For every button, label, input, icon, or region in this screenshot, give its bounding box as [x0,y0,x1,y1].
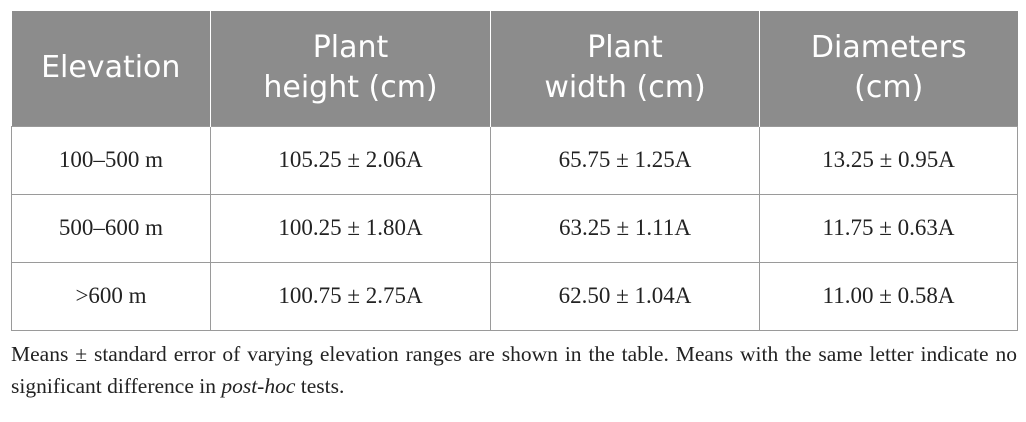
cell-elevation: >600 m [11,261,211,331]
footnote-italic-text: post-hoc [221,374,296,398]
data-table: Elevation Plant height (cm) Plant width … [11,11,1018,331]
header-diameters-line-1: Diameters [810,30,967,66]
header-plant-width-line-2: width (cm) [544,70,706,106]
cell-diameters: 11.00 ± 0.58A [759,261,1018,331]
header-diameters-line-2: (cm) [854,70,924,106]
header-elevation-line-1: Elevation [41,50,181,86]
footnote-text: Means ± standard error of varying elevat… [11,342,1017,398]
table-header: Elevation Plant height (cm) Plant width … [11,11,1018,126]
table-row: 100–500 m 105.25 ± 2.06A 65.75 ± 1.25A 1… [11,125,1018,195]
cell-diameters: 11.75 ± 0.63A [759,193,1018,263]
table-row: 500–600 m 100.25 ± 1.80A 63.25 ± 1.11A 1… [11,193,1018,263]
header-plant-height-line-2: height (cm) [263,70,438,106]
cell-plant-height: 100.75 ± 2.75A [210,261,491,331]
header-diameters: Diameters (cm) [759,11,1018,126]
header-plant-height: Plant height (cm) [210,11,491,126]
table-row: >600 m 100.75 ± 2.75A 62.50 ± 1.04A 11.0… [11,261,1018,331]
table-body: 100–500 m 105.25 ± 2.06A 65.75 ± 1.25A 1… [11,125,1018,331]
cell-plant-height: 105.25 ± 2.06A [210,125,491,195]
cell-plant-width: 62.50 ± 1.04A [490,261,760,331]
data-table-container: Elevation Plant height (cm) Plant width … [11,11,1018,331]
header-plant-width-line-1: Plant [587,30,663,66]
table-footnote: Means ± standard error of varying elevat… [11,338,1017,402]
cell-diameters: 13.25 ± 0.95A [759,125,1018,195]
header-plant-height-line-1: Plant [312,30,389,66]
header-row: Elevation Plant height (cm) Plant width … [11,11,1018,126]
cell-elevation: 500–600 m [11,193,211,263]
cell-plant-width: 63.25 ± 1.11A [490,193,760,263]
cell-elevation: 100–500 m [11,125,211,195]
cell-plant-width: 65.75 ± 1.25A [490,125,760,195]
header-elevation: Elevation [11,11,211,126]
header-plant-width: Plant width (cm) [490,11,760,126]
cell-plant-height: 100.25 ± 1.80A [210,193,491,263]
footnote-text-end: tests. [295,374,345,398]
